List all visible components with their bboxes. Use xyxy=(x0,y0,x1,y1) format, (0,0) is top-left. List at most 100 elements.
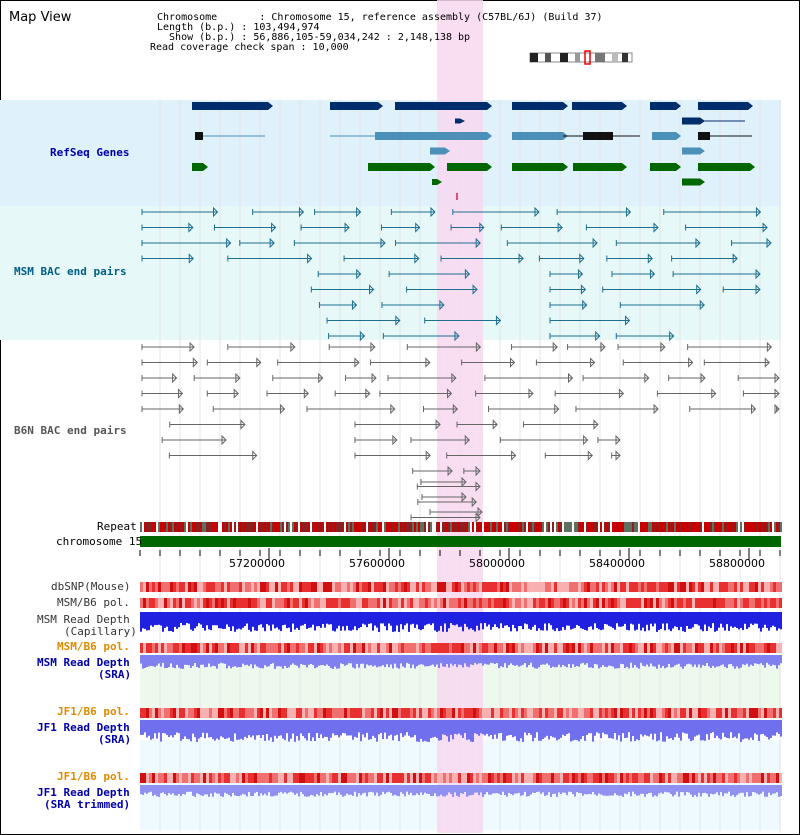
read-depth-bar xyxy=(236,785,238,797)
polymorphism-density xyxy=(602,708,605,718)
read-depth-bar xyxy=(454,655,456,665)
polymorphism-density xyxy=(383,598,386,608)
polymorphism-density xyxy=(152,582,155,592)
polymorphism-density xyxy=(254,643,257,653)
msm-depth-capillary-label[interactable]: MSM Read Depth xyxy=(37,613,130,626)
read-depth-bar xyxy=(532,612,534,627)
jf1-pol2-label[interactable]: JF1/B6 pol. xyxy=(57,770,130,783)
read-depth-bar xyxy=(530,720,532,735)
bac-end-marker xyxy=(534,206,540,218)
read-depth-bar xyxy=(560,655,562,668)
polymorphism-density xyxy=(653,773,656,783)
polymorphism-density xyxy=(644,598,647,608)
polymorphism-density xyxy=(419,773,422,783)
read-depth-bar xyxy=(304,720,306,739)
read-depth-bar xyxy=(468,655,470,668)
polymorphism-density xyxy=(719,582,722,592)
read-depth-bar xyxy=(204,785,206,795)
polymorphism-density xyxy=(251,708,254,718)
polymorphism-density xyxy=(206,643,209,653)
read-depth-bar xyxy=(750,612,752,624)
read-depth-bar xyxy=(290,655,292,665)
read-depth-bar xyxy=(400,655,402,664)
polymorphism-density xyxy=(710,598,713,608)
polymorphism-density xyxy=(206,598,209,608)
msm-depth-sra-label[interactable]: MSM Read Depth xyxy=(37,656,130,669)
polymorphism-density xyxy=(410,582,413,592)
bac-end-marker xyxy=(509,357,516,368)
read-depth-bar xyxy=(364,655,366,669)
read-depth-bar xyxy=(718,612,720,628)
read-depth-bar xyxy=(744,785,746,797)
read-depth-bar xyxy=(326,785,328,796)
polymorphism-density xyxy=(170,643,173,653)
read-depth-bar xyxy=(428,655,430,667)
repeat-element xyxy=(378,522,380,532)
polymorphism-density xyxy=(677,708,680,718)
msm-pol-label[interactable]: MSM/B6 pol. xyxy=(57,596,130,609)
bac-end-marker xyxy=(644,372,650,384)
read-depth-bar xyxy=(424,655,426,667)
chromosome-bar xyxy=(140,536,781,547)
repeat-element xyxy=(700,522,702,532)
read-depth-bar xyxy=(338,612,340,626)
read-depth-bar xyxy=(524,655,526,664)
read-depth-bar xyxy=(652,612,654,627)
polymorphism-density xyxy=(713,582,716,592)
polymorphism-density xyxy=(266,582,269,592)
polymorphism-density xyxy=(551,598,554,608)
refseq-genes-label[interactable]: RefSeq Genes xyxy=(50,146,130,159)
read-depth-bar xyxy=(772,655,774,665)
polymorphism-density xyxy=(203,643,206,653)
msm-pol2-label[interactable]: MSM/B6 pol. xyxy=(57,640,130,653)
polymorphism-density xyxy=(389,773,392,783)
polymorphism-density xyxy=(164,708,167,718)
msm-bac-label[interactable]: MSM BAC end pairs xyxy=(14,265,127,278)
repeat-element xyxy=(174,522,176,532)
polymorphism-density xyxy=(353,598,356,608)
polymorphism-density xyxy=(293,708,296,718)
polymorphism-density xyxy=(209,598,212,608)
read-depth-bar xyxy=(180,720,182,741)
repeat-element xyxy=(236,522,238,532)
jf1-pol-label[interactable]: JF1/B6 pol. xyxy=(57,705,130,718)
polymorphism-density xyxy=(293,773,296,783)
dbsnp-label[interactable]: dbSNP(Mouse) xyxy=(51,580,131,593)
repeat-element xyxy=(718,522,720,532)
read-depth-bar xyxy=(188,720,190,740)
repeat-element xyxy=(470,522,472,532)
read-depth-bar xyxy=(674,612,676,627)
repeat-element xyxy=(352,522,354,532)
b6n-bac-label[interactable]: B6N BAC end pairs xyxy=(14,424,127,437)
polymorphism-density xyxy=(374,773,377,783)
polymorphism-density xyxy=(323,643,326,653)
polymorphism-density xyxy=(299,643,302,653)
repeat-element xyxy=(672,522,674,532)
polymorphism-density xyxy=(260,643,263,653)
polymorphism-density xyxy=(650,598,653,608)
polymorphism-density xyxy=(593,773,596,783)
bac-end-marker xyxy=(766,341,773,353)
read-depth-bar xyxy=(378,612,380,632)
jf1-depth-trimmed-label[interactable]: JF1 Read Depth xyxy=(37,786,130,799)
read-depth-bar xyxy=(622,612,624,627)
read-depth-bar xyxy=(716,720,718,736)
read-depth-bar xyxy=(490,785,492,795)
read-depth-bar xyxy=(146,612,148,631)
read-depth-bar xyxy=(152,612,154,627)
jf1-depth-sra-sublabel: (SRA) xyxy=(98,733,132,746)
repeat-element xyxy=(198,522,200,532)
read-depth-bar xyxy=(580,612,582,629)
read-depth-bar xyxy=(412,612,414,624)
polymorphism-density xyxy=(464,773,467,783)
read-depth-bar xyxy=(760,720,762,735)
read-depth-bar xyxy=(744,612,746,624)
read-depth-bar xyxy=(694,720,696,737)
jf1-depth-sra-label[interactable]: JF1 Read Depth xyxy=(37,721,130,734)
polymorphism-density xyxy=(590,598,593,608)
polymorphism-density xyxy=(389,582,392,592)
polymorphism-density xyxy=(581,643,584,653)
polymorphism-density xyxy=(581,582,584,592)
polymorphism-density xyxy=(635,582,638,592)
